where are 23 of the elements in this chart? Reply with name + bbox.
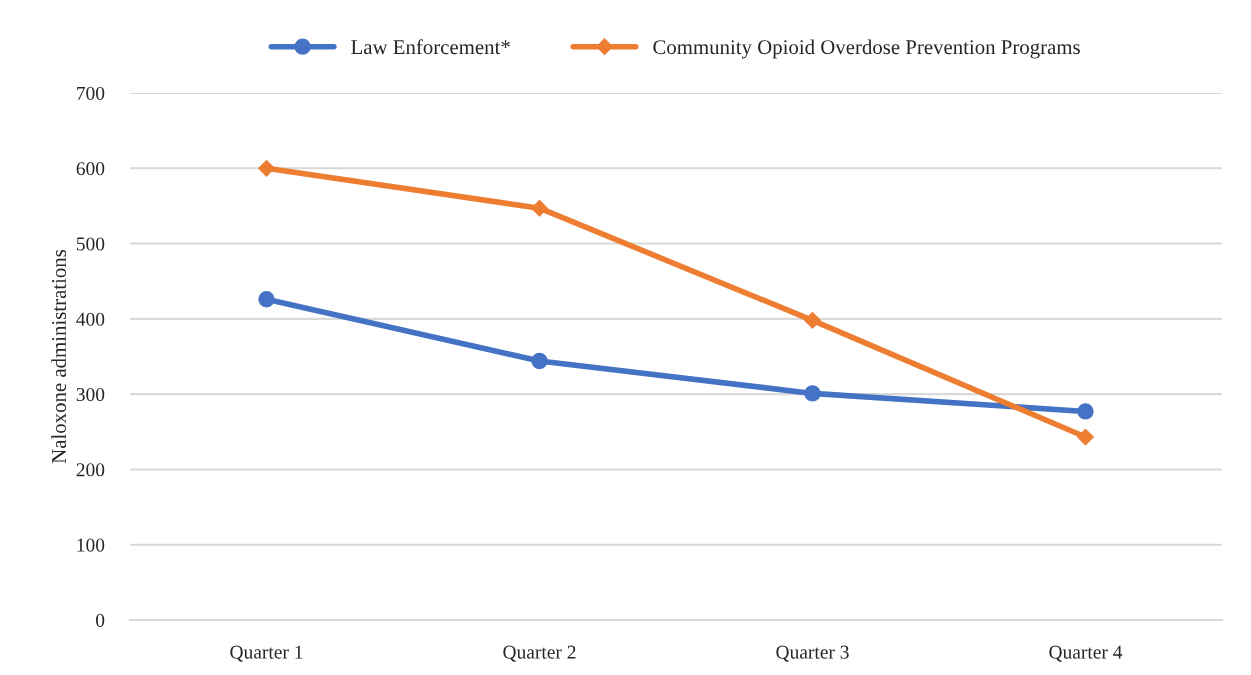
point [1077,428,1094,446]
y-axis-title: Naloxone administrations [51,249,67,464]
y-tick-label: 300 [76,387,105,402]
point [1077,403,1094,420]
y-tick-label: 700 [77,86,105,100]
point [531,199,548,217]
point [258,159,275,177]
y-tick-label: 100 [77,538,105,552]
y-tick-label: 200 [76,463,105,477]
x-tick-label: Quarter 4 [1049,645,1123,662]
x-tick-label: Quarter 3 [776,645,849,662]
point [804,385,821,402]
point [258,291,275,308]
x-tick-label: Quarter 1 [230,645,303,662]
point [804,311,821,329]
y-tick-label: 400 [76,312,105,326]
legend-label: Community Opioid Overdose Prevention Programs [653,39,1080,59]
y-tick-label: 0 [96,613,105,627]
point [531,352,548,370]
x-tick-label: Quarter 2 [503,645,576,662]
legend-label: Law Enforcement* [351,39,510,55]
y-tick-label: 600 [76,162,105,176]
y-tick-label: 500 [76,237,105,251]
